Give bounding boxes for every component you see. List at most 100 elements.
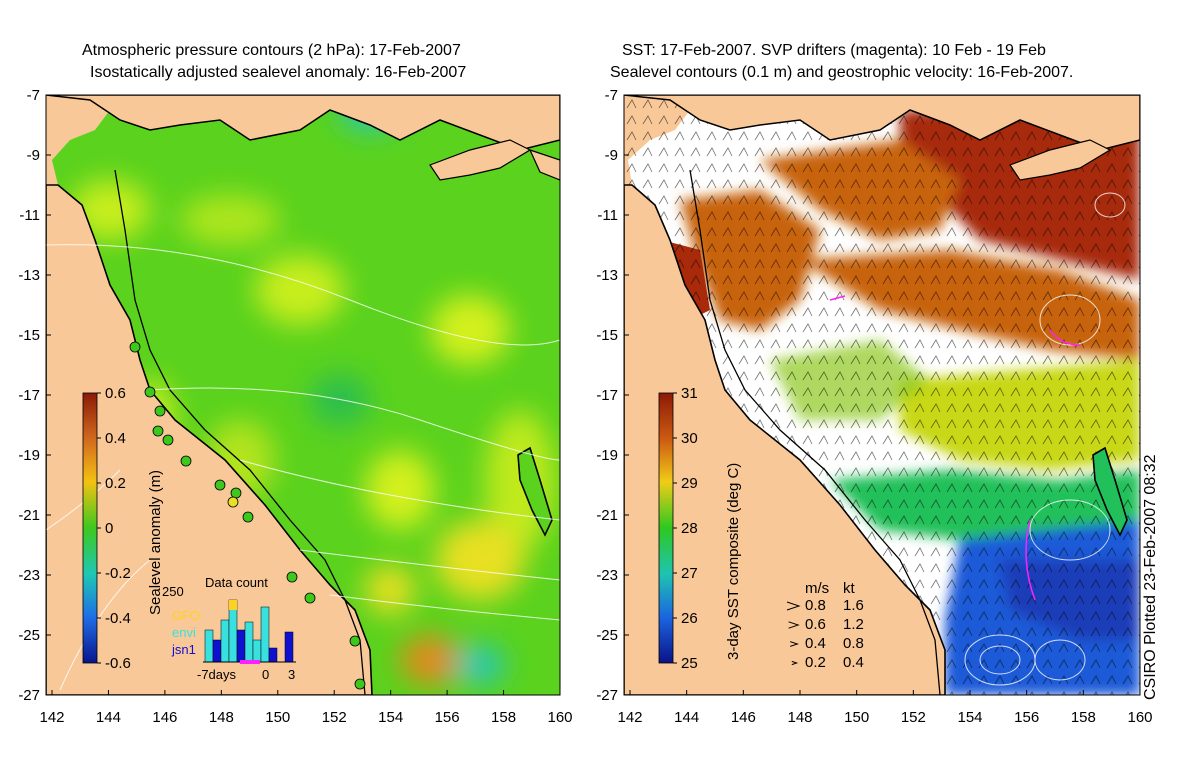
lat-tick-label: -23: [18, 567, 40, 584]
colorbar-tick-label: 30: [681, 430, 698, 447]
new-caledonia-left: [517, 446, 553, 537]
lat-tick-label: -11: [597, 207, 618, 224]
lon-tick-label: 146: [152, 709, 177, 726]
inset-xlabel-right: 3: [288, 667, 295, 682]
lat-tick-label: -15: [18, 327, 40, 344]
legend-jsn1: jsn1: [171, 642, 196, 657]
sst-colorbar-ticks: 31 30 29 28 27 26 25: [673, 385, 698, 672]
inset-title: Data count: [205, 575, 268, 590]
lat-tick-label: -21: [596, 507, 618, 524]
lon-tick-label: 148: [787, 709, 812, 726]
lon-tick-label: 156: [435, 709, 460, 726]
velocity-ms-value: 0.8: [805, 597, 826, 614]
left-title-line1: Atmospheric pressure contours (2 hPa): 1…: [82, 42, 461, 59]
latitude-ticks-right: -7 -9 -11 -13 -15 -17 -19 -21 -23 -25 -27: [596, 87, 629, 704]
inset-xlabel-left: -7days: [197, 667, 237, 682]
lat-tick-label: -7: [605, 87, 618, 104]
new-britain: [429, 139, 532, 181]
sealevel-contours: [964, 192, 1126, 686]
lat-tick-label: -13: [596, 267, 618, 284]
data-count-inset: Data count 250 GFO envi jsn1 -7days 0 3: [162, 575, 296, 682]
velocity-legend-header-ms: m/s: [805, 580, 829, 597]
lat-tick-label: -17: [596, 387, 618, 404]
longitude-ticks-left: 142 144 146 148 150 152 154 156 158 160: [39, 690, 573, 726]
velocity-ms-value: 0.4: [805, 635, 826, 652]
reef-line: [114, 169, 366, 695]
lon-tick-label: 154: [957, 709, 982, 726]
velocity-arrow-icon: [791, 660, 799, 666]
png-landmass: [46, 95, 560, 151]
lon-tick-label: 142: [617, 709, 642, 726]
lat-tick-label: -19: [18, 447, 40, 464]
right-title-line1: SST: 17-Feb-2007. SVP drifters (magenta)…: [622, 42, 1046, 59]
sla-colorbar-ticks: 0.6 0.4 0.2 0 -0.2 -0.4 -0.6: [97, 385, 131, 672]
sla-colorbar: 0.6 0.4 0.2 0 -0.2 -0.4 -0.6 Sealevel anomaly …: [82, 385, 164, 672]
lat-tick-label: -13: [18, 267, 40, 284]
velocity-kt-value: 1.6: [843, 597, 864, 614]
colorbar-tick-label: 26: [681, 610, 698, 627]
left-title-line2: Isostatically adjusted sealevel anomaly:…: [90, 64, 467, 81]
lon-tick-label: 142: [39, 709, 64, 726]
legend-envi: envi: [172, 625, 196, 640]
svp-drifter-tracks: [829, 295, 1081, 601]
reef-line-right: [689, 169, 941, 695]
velocity-kt-value: 1.2: [843, 616, 864, 633]
colorbar-tick-label: 0.6: [105, 385, 126, 402]
colorbar-tick-label: 31: [681, 385, 698, 402]
velocity-kt-value: 0.4: [843, 654, 864, 671]
new-caledonia-right: [1092, 446, 1128, 537]
colorbar-tick-label: -0.4: [105, 610, 131, 627]
left-map: [46, 95, 560, 695]
australia-coast-right: [624, 184, 946, 695]
colorbar-tick-label: -0.6: [105, 655, 131, 672]
velocity-kt-value: 0.8: [843, 635, 864, 652]
velocity-legend-header-kt: kt: [843, 580, 856, 597]
sst-colorbar-label: 3-day SST composite (deg C): [725, 463, 742, 660]
colorbar-tick-label: 0: [105, 520, 113, 537]
lat-tick-label: -17: [18, 387, 40, 404]
png-landmass-right: [624, 95, 1140, 151]
lon-tick-label: 146: [731, 709, 756, 726]
lon-tick-label: 152: [322, 709, 347, 726]
lat-tick-label: -27: [18, 687, 40, 704]
colorbar-tick-label: 27: [681, 565, 698, 582]
australia-coast-left: [46, 184, 373, 695]
lon-tick-label: 152: [901, 709, 926, 726]
velocity-legend: m/s kt 0.8 1.6 0.6 1.2 0.4 0.8 0.2 0.4: [786, 580, 864, 671]
lat-tick-label: -7: [27, 87, 40, 104]
lon-tick-label: 150: [265, 709, 290, 726]
solomon-islands: [528, 148, 560, 181]
lat-tick-label: -9: [27, 147, 40, 164]
colorbar-tick-label: 25: [681, 655, 698, 672]
legend-gfo: GFO: [172, 608, 200, 623]
lat-tick-label: -21: [18, 507, 40, 524]
colorbar-tick-label: 0.2: [105, 475, 126, 492]
lon-tick-label: 150: [844, 709, 869, 726]
lat-tick-label: -19: [596, 447, 618, 464]
latitude-ticks-left: -7 -9 -11 -13 -15 -17 -19 -21 -23 -25 -27: [18, 87, 51, 704]
lon-tick-label: 148: [209, 709, 234, 726]
new-britain-right: [1009, 139, 1112, 181]
credit-text: CSIRO Plotted 23-Feb-2007 08:32: [1142, 454, 1159, 700]
velocity-legend-rows: 0.8 1.6 0.6 1.2 0.4 0.8 0.2 0.4: [786, 597, 864, 671]
tide-gauge-markers: [129, 341, 366, 690]
velocity-ms-value: 0.2: [805, 654, 826, 671]
lon-tick-label: 158: [1071, 709, 1096, 726]
lat-tick-label: -25: [18, 627, 40, 644]
velocity-ms-value: 0.6: [805, 616, 826, 633]
velocity-arrow-icon: [790, 641, 799, 647]
velocity-arrow-icon: [788, 621, 800, 629]
lon-tick-label: 160: [547, 709, 572, 726]
lat-tick-label: -23: [596, 567, 618, 584]
longitude-ticks-right: 142 144 146 148 150 152 154 156 158 160: [617, 690, 1153, 726]
inset-ymax-label: 250: [162, 584, 184, 599]
lon-tick-label: 144: [674, 709, 699, 726]
colorbar-tick-label: 29: [681, 475, 698, 492]
inset-bars: [203, 599, 296, 664]
colorbar-tick-label: 0.4: [105, 430, 126, 447]
lon-tick-label: 160: [1127, 709, 1152, 726]
right-map: [624, 95, 1140, 695]
colorbar-tick-label: -0.2: [105, 565, 131, 582]
lat-tick-label: -15: [596, 327, 618, 344]
lon-tick-label: 156: [1014, 709, 1039, 726]
